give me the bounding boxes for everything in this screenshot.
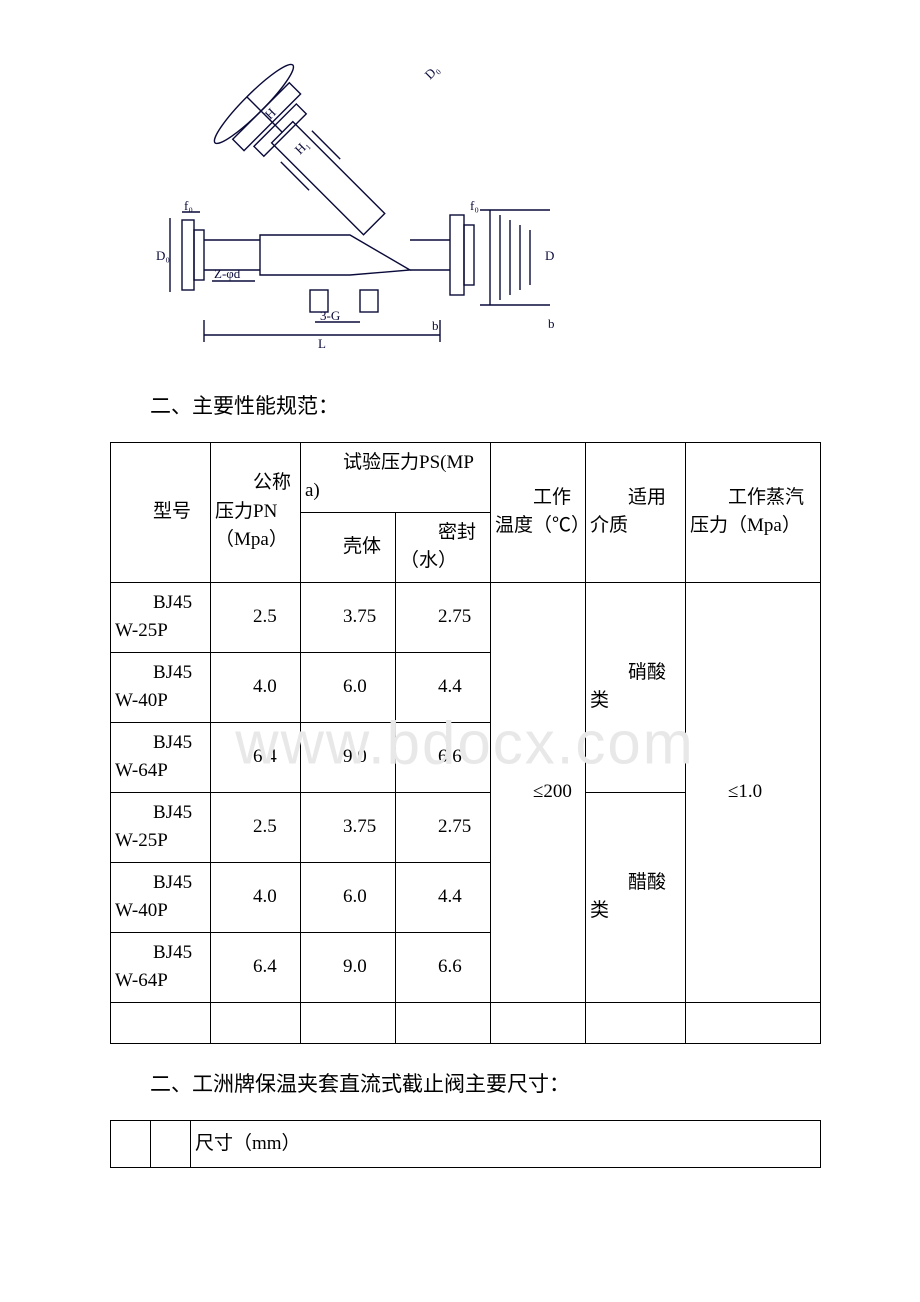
cell-seal: 4.4 — [396, 652, 491, 722]
cell-empty — [111, 1120, 151, 1167]
cell-empty — [491, 1002, 586, 1044]
svg-text:D₀: D₀ — [422, 62, 442, 82]
cell-seal: 2.75 — [396, 582, 491, 652]
cell-model: BJ45W-64P — [111, 722, 211, 792]
spec-table-wrap: www.bdocx.com 型号 公称压力PN（Mpa） 试验压力PS(MPa)… — [110, 442, 820, 1045]
cell-shell: 9.0 — [301, 722, 396, 792]
cell-shell: 6.0 — [301, 652, 396, 722]
cell-model: BJ45W-25P — [111, 792, 211, 862]
dim-table: 尺寸（mm） — [110, 1120, 821, 1168]
cell-empty — [301, 1002, 396, 1044]
cell-pn: 2.5 — [211, 582, 301, 652]
cell-seal: 4.4 — [396, 862, 491, 932]
cell-empty — [396, 1002, 491, 1044]
cell-pn: 2.5 — [211, 792, 301, 862]
th-seal: 密封（水） — [396, 512, 491, 582]
cell-pn: 4.0 — [211, 862, 301, 932]
valve-drawing-svg: D₀ H H₁ f₀ D₀ Z-φd 3-G L b b f₀ D — [150, 60, 580, 360]
cell-pn: 6.4 — [211, 722, 301, 792]
cell-seal: 6.6 — [396, 722, 491, 792]
cell-shell: 9.0 — [301, 932, 396, 1002]
th-model: 型号 — [111, 442, 211, 582]
table-row: 尺寸（mm） — [111, 1120, 821, 1167]
svg-text:D₀: D₀ — [156, 248, 170, 263]
cell-shell: 3.75 — [301, 582, 396, 652]
cell-pn: 4.0 — [211, 652, 301, 722]
dim-heading: 二、工洲牌保温夹套直流式截止阀主要尺寸： — [150, 1068, 820, 1102]
cell-empty — [586, 1002, 686, 1044]
cell-empty — [151, 1120, 191, 1167]
cell-model: BJ45W-64P — [111, 932, 211, 1002]
svg-text:H₁: H₁ — [292, 137, 312, 157]
cell-shell: 6.0 — [301, 862, 396, 932]
spec-heading: 二、主要性能规范： — [150, 390, 820, 424]
th-steam: 工作蒸汽压力（Mpa） — [686, 442, 821, 582]
cell-seal: 6.6 — [396, 932, 491, 1002]
table-header-row: 型号 公称压力PN（Mpa） 试验压力PS(MPa) 工作温度（℃） 适用介质 … — [111, 442, 821, 512]
cell-model: BJ45W-40P — [111, 862, 211, 932]
svg-text:b: b — [548, 316, 555, 331]
svg-text:3-G: 3-G — [320, 308, 340, 323]
spec-table: 型号 公称压力PN（Mpa） 试验压力PS(MPa) 工作温度（℃） 适用介质 … — [110, 442, 821, 1045]
th-pn: 公称压力PN（Mpa） — [211, 442, 301, 582]
th-medium: 适用介质 — [586, 442, 686, 582]
svg-text:b: b — [432, 318, 439, 333]
table-row: BJ45W-25P 2.5 3.75 2.75 ≤200 硝酸类 ≤1.0 — [111, 582, 821, 652]
th-test: 试验压力PS(MPa) — [301, 442, 491, 512]
cell-model: BJ45W-25P — [111, 582, 211, 652]
cell-empty — [111, 1002, 211, 1044]
cell-pn: 6.4 — [211, 932, 301, 1002]
cell-shell: 3.75 — [301, 792, 396, 862]
svg-text:Z-φd: Z-φd — [214, 266, 241, 281]
valve-diagram: D₀ H H₁ f₀ D₀ Z-φd 3-G L b b f₀ D — [150, 60, 820, 360]
cell-medium2: 醋酸类 — [586, 792, 686, 1002]
cell-temp: ≤200 — [491, 582, 586, 1002]
svg-text:f₀: f₀ — [184, 198, 193, 213]
cell-seal: 2.75 — [396, 792, 491, 862]
th-dim: 尺寸（mm） — [191, 1120, 821, 1167]
svg-text:f₀: f₀ — [470, 198, 479, 213]
table-row-empty — [111, 1002, 821, 1044]
cell-empty — [686, 1002, 821, 1044]
dim-table-wrap: 尺寸（mm） — [110, 1120, 820, 1168]
cell-model: BJ45W-40P — [111, 652, 211, 722]
cell-medium1: 硝酸类 — [586, 582, 686, 792]
cell-steam: ≤1.0 — [686, 582, 821, 1002]
svg-text:D: D — [545, 248, 554, 263]
svg-text:L: L — [318, 336, 326, 351]
cell-empty — [211, 1002, 301, 1044]
th-temp: 工作温度（℃） — [491, 442, 586, 582]
th-shell: 壳体 — [301, 512, 396, 582]
